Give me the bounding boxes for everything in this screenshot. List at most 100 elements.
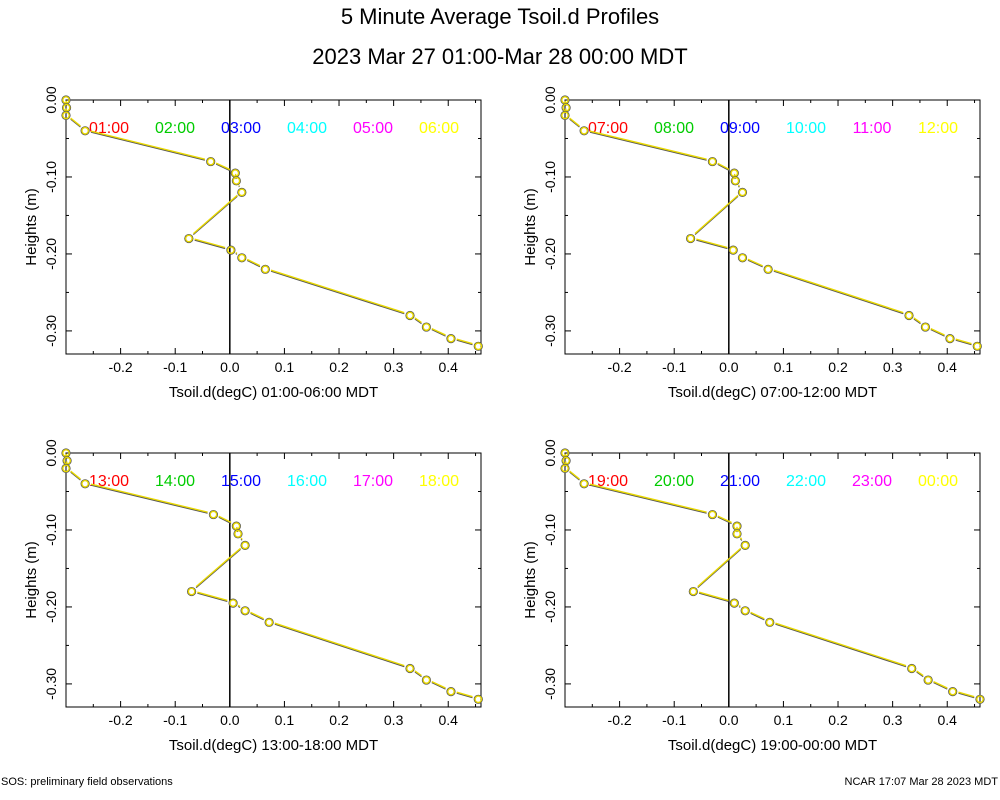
data-point-outline [740, 540, 750, 550]
data-point [730, 169, 739, 178]
y-tick-label: -0.10 [542, 514, 558, 546]
series-segment [192, 194, 238, 235]
footer-timestamp: NCAR 17:07 Mar 28 2023 MDT [844, 776, 998, 788]
series-segment-shadow [930, 329, 945, 337]
chart-panel-4: -0.2 -0.1 0.0 0.1 0.2 0.3 0.4 0.00 -0.10 -0.20 -0.… [522, 439, 985, 754]
data-point-outline [560, 110, 570, 120]
data-point [741, 606, 750, 615]
data-point-outline [260, 264, 270, 274]
legend-label-2000: 20:00 [654, 473, 694, 490]
data-point-outline [560, 463, 570, 473]
legend-label-0000: 00:00 [918, 473, 958, 490]
data-point-outline [446, 687, 456, 697]
series-segment [414, 670, 422, 677]
series-segment [431, 327, 446, 336]
series-segment [215, 162, 231, 171]
data-point-outline [728, 245, 738, 255]
y-tick-label: -0.20 [542, 591, 558, 623]
series-segment-shadow [431, 329, 446, 337]
data-point-outline [237, 253, 247, 263]
y-tick-label: -0.20 [43, 238, 59, 270]
plot-frame [564, 452, 981, 708]
series-segment [698, 591, 729, 602]
data-point-outline [226, 245, 236, 255]
data-point-outline [737, 187, 748, 197]
series-segment-shadow [414, 318, 422, 325]
series-segment-shadow [274, 623, 405, 668]
data-point [561, 464, 569, 473]
data-point [406, 311, 414, 320]
series-segment [195, 547, 242, 588]
series-segment [70, 470, 81, 480]
x-tick-label: 0.1 [275, 359, 295, 375]
series-segment [717, 515, 732, 524]
data-point [447, 334, 455, 343]
series-segment [194, 238, 226, 249]
data-point [580, 479, 589, 488]
x-tick-label: 0.3 [384, 359, 404, 375]
data-point [729, 246, 738, 254]
data-point-outline [421, 322, 431, 332]
series-segment [747, 258, 763, 267]
series-segment-shadow [589, 131, 707, 161]
series-segment-shadow [237, 605, 241, 609]
series-segment [90, 130, 206, 160]
series-segment [933, 680, 948, 689]
data-point-outline [730, 176, 740, 186]
series-segment-shadow [270, 270, 405, 315]
data-point [237, 188, 246, 197]
legend-label-0200: 02:00 [155, 120, 195, 137]
x-tick-label: 0.4 [938, 359, 958, 375]
data-point [738, 253, 747, 262]
chart-title: 5 Minute Average Tsoil.d Profiles [340, 4, 660, 29]
data-point-outline [228, 598, 238, 608]
data-point [946, 334, 954, 343]
series-segment [913, 317, 921, 324]
series-segment [697, 547, 742, 588]
series-segment-shadow [698, 592, 729, 603]
x-tick-label: -0.2 [109, 712, 133, 728]
data-point-outline [920, 322, 930, 332]
y-axis-label: Heights (m) [23, 188, 40, 266]
plot-frame [564, 99, 981, 355]
legend-label-1500: 15:00 [221, 473, 261, 490]
x-tick-label: -0.1 [662, 712, 686, 728]
y-tick-label: -0.10 [542, 161, 558, 193]
legend-label-2100: 21:00 [720, 473, 760, 490]
x-tick-label: 0.3 [384, 712, 404, 728]
data-point-outline [264, 617, 274, 627]
data-point-outline [61, 110, 71, 120]
data-point [422, 323, 431, 331]
series-segment [456, 338, 473, 345]
data-point [406, 664, 414, 673]
data-point-outline [186, 586, 197, 597]
data-point [232, 522, 241, 531]
x-tick-label: -0.1 [163, 712, 187, 728]
legend-label-1400: 14:00 [155, 473, 195, 490]
series-segment-shadow [456, 692, 473, 699]
series-segment [569, 117, 580, 127]
data-point-outline [184, 233, 194, 244]
series-segment-shadow [958, 692, 975, 699]
data-point [62, 464, 70, 473]
series-segment [589, 130, 707, 160]
data-point-outline [945, 334, 955, 344]
series-segment [930, 327, 945, 336]
footer-source-note: SOS: preliminary field observations [1, 776, 173, 788]
series-segment [250, 611, 265, 620]
data-point [921, 323, 930, 331]
series-segment [431, 680, 446, 689]
legend-label-1800: 18:00 [419, 473, 459, 490]
series-segment-shadow [933, 682, 948, 690]
legend-label-0300: 03:00 [221, 120, 261, 137]
x-tick-label: 0.4 [439, 712, 459, 728]
x-axis-label: Tsoil.d(degC) 07:00-12:00 MDT [668, 384, 877, 401]
data-point-outline [729, 598, 739, 608]
series-segment [775, 622, 907, 667]
legend-label-0400: 04:00 [287, 120, 327, 137]
data-point-outline [685, 233, 696, 244]
x-tick-label: -0.2 [608, 712, 632, 728]
series-segment-shadow [195, 548, 241, 589]
data-point-outline [233, 529, 243, 539]
series-segment-shadow [414, 671, 422, 678]
